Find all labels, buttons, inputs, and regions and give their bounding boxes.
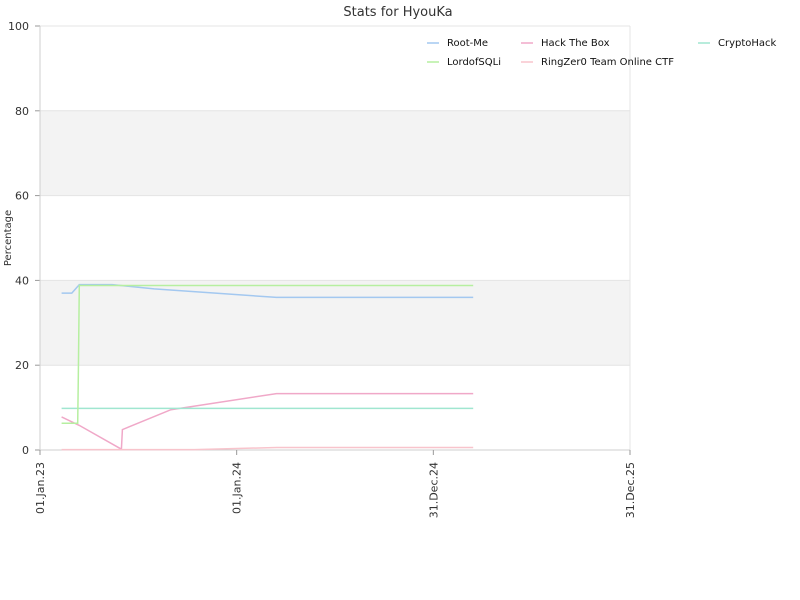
- legend-label: RingZer0 Team Online CTF: [541, 57, 674, 68]
- shaded-band: [40, 280, 630, 366]
- y-tick-label: 0: [22, 444, 29, 457]
- x-tick-label: 31.Dec.25: [624, 462, 637, 518]
- series-line: [61, 446, 474, 451]
- background-bands: [40, 110, 630, 366]
- y-axis-label: Percentage: [3, 210, 14, 266]
- gridlines: [40, 25, 630, 451]
- y-tick-label: 80: [15, 105, 29, 118]
- legend-label: LordofSQLi: [447, 57, 501, 68]
- legend-label: CryptoHack: [718, 38, 777, 49]
- legend: Root-Me Hack The Box CryptoHack LordofSQLi R…: [427, 38, 777, 68]
- x-tick-label: 31.Dec.24: [427, 462, 440, 518]
- shaded-band: [40, 110, 630, 196]
- y-tick-label: 20: [15, 359, 29, 372]
- series-line: [61, 392, 474, 451]
- series-line: [61, 283, 474, 299]
- y-tick-label: 40: [15, 274, 29, 287]
- axes: 0 20 40 60 80 100 01.Jan.23 01.Jan.24 31.Dec.24 3…: [8, 20, 637, 518]
- x-tick-label: 01.Jan.24: [231, 462, 244, 514]
- x-tick-label: 01.Jan.23: [34, 462, 47, 514]
- y-tick-label: 100: [8, 20, 29, 33]
- legend-label: Hack The Box: [541, 38, 610, 49]
- series-lines: [61, 283, 474, 451]
- chart-title: Stats for HyouKa: [343, 5, 452, 20]
- y-tick-label: 60: [15, 190, 29, 203]
- legend-label: Root-Me: [447, 38, 488, 49]
- series-line: [61, 284, 474, 425]
